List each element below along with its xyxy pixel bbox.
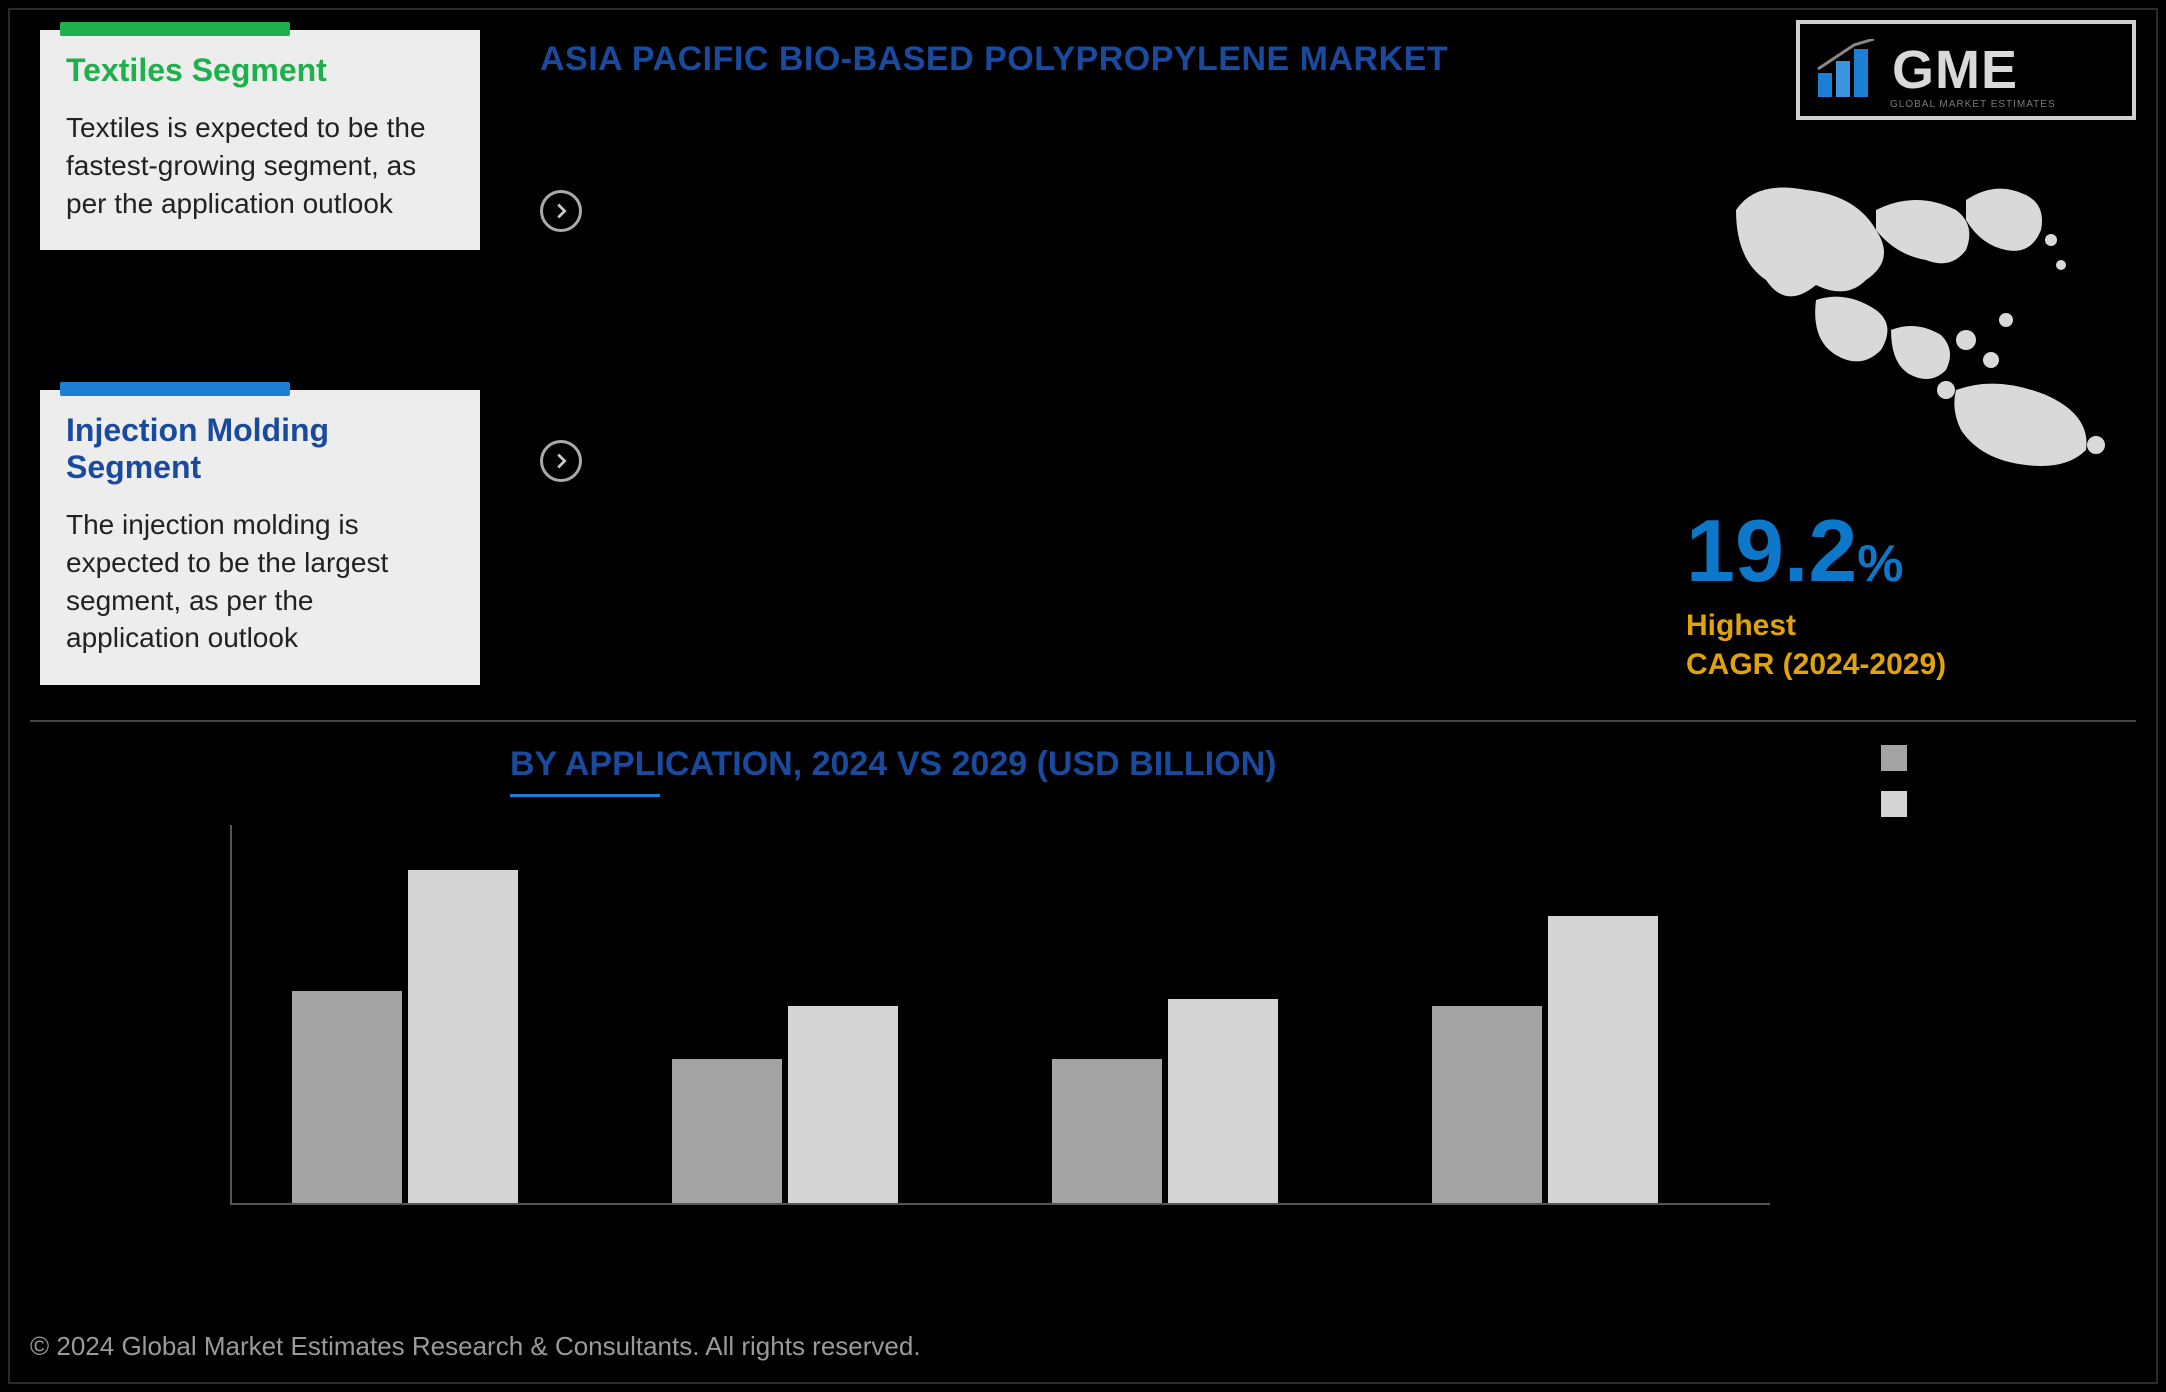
legend-item: 2024 [1881,745,1970,771]
segment-body-2: The injection molding is expected to be … [66,506,454,657]
segment-accent-1 [60,22,290,36]
bar-group [672,1006,898,1203]
gme-logo: GME GLOBAL MARKET ESTIMATES [1796,20,2136,120]
bar-group [1432,916,1658,1203]
main-title: ASIA PACIFIC BIO-BASED POLYPROPYLENE MAR… [540,40,1448,79]
segment-title-1: Textiles Segment [66,52,454,89]
segment-card-textiles: Textiles Segment Textiles is expected to… [40,30,480,250]
chart-title-underline [510,794,660,797]
copyright-text: © 2024 Global Market Estimates Research … [30,1331,921,1362]
legend-swatch [1881,745,1907,771]
cagr-block: 19.2% Highest CAGR (2024-2029) [1686,500,2026,684]
chart-title: BY APPLICATION, 2024 VS 2029 (USD BILLIO… [510,745,1276,790]
bar-2024 [1052,1059,1162,1203]
segment-title-2: Injection Molding Segment [66,412,454,486]
bar-group [292,870,518,1203]
cagr-percent-sign: % [1857,535,1903,593]
chart-region: BY APPLICATION, 2024 VS 2029 (USD BILLIO… [230,745,1930,1245]
segment-card-injection: Injection Molding Segment The injection … [40,390,480,685]
cagr-label: Highest CAGR (2024-2029) [1686,606,2026,684]
segment-body-1: Textiles is expected to be the fastest-g… [66,109,454,222]
bar-2029 [1548,916,1658,1203]
asia-pacific-map-icon [1696,170,2116,470]
legend-label: 2029 [1921,791,1970,817]
bar-2024 [672,1059,782,1203]
legend-swatch [1881,791,1907,817]
cagr-label-line2: CAGR (2024-2029) [1686,648,1946,681]
bar-2029 [408,870,518,1203]
cagr-value: 19.2 [1686,501,1857,600]
bar-2024 [292,991,402,1203]
cagr-label-line1: Highest [1686,609,1796,642]
chart-plot-area [230,825,1770,1205]
bar-group [1052,999,1278,1203]
chart-legend: 2024 2029 [1881,745,1970,817]
bar-2024 [1432,1006,1542,1203]
legend-item: 2029 [1881,791,1970,817]
logo-text: GME [1892,39,2018,101]
legend-label: 2024 [1921,745,1970,771]
bar-2029 [788,1006,898,1203]
top-region: ASIA PACIFIC BIO-BASED POLYPROPYLENE MAR… [30,20,2136,720]
logo-bars-icon [1814,39,1884,101]
chevron-right-icon [540,190,582,232]
bar-2029 [1168,999,1278,1203]
segment-accent-2 [60,382,290,396]
horizontal-divider [30,720,2136,722]
chevron-right-icon [540,440,582,482]
logo-subtext: GLOBAL MARKET ESTIMATES [1890,99,2056,110]
